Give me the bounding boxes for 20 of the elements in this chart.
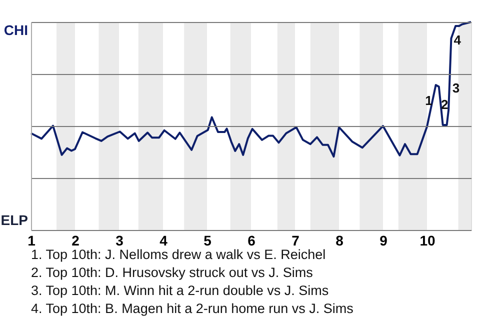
text: CHI xyxy=(4,22,28,38)
annotation: 1 xyxy=(425,93,432,108)
annotation: 4 xyxy=(454,32,462,48)
x-tick-label: 7 xyxy=(292,232,300,248)
text: 4. Top 10th: B. Magen hit a 2-run home run vs J. Sims xyxy=(31,301,354,316)
x-tick-label: 1 xyxy=(28,232,36,248)
x-tick-label: 2 xyxy=(72,232,80,248)
annotation: 2 xyxy=(440,97,448,112)
x-tick-label: 8 xyxy=(336,232,344,248)
x-tick-label: 5 xyxy=(204,232,212,248)
text: 1. Top 10th: J. Nelloms drew a walk vs E. Reichel xyxy=(31,247,326,262)
text: 3. Top 10th: M. Winn hit a 2-run double vs J. Sims xyxy=(31,283,329,298)
x-tick-label: 9 xyxy=(380,232,388,248)
text: ELP xyxy=(0,212,28,228)
x-tick-label: 10 xyxy=(420,232,436,248)
text: 2. Top 10th: D. Hrusovsky struck out vs J. Sims xyxy=(31,265,314,280)
x-tick-label: 4 xyxy=(160,232,168,248)
annotation: 3 xyxy=(452,80,460,96)
x-tick-label: 6 xyxy=(248,232,256,248)
x-tick-label: 3 xyxy=(116,232,124,248)
